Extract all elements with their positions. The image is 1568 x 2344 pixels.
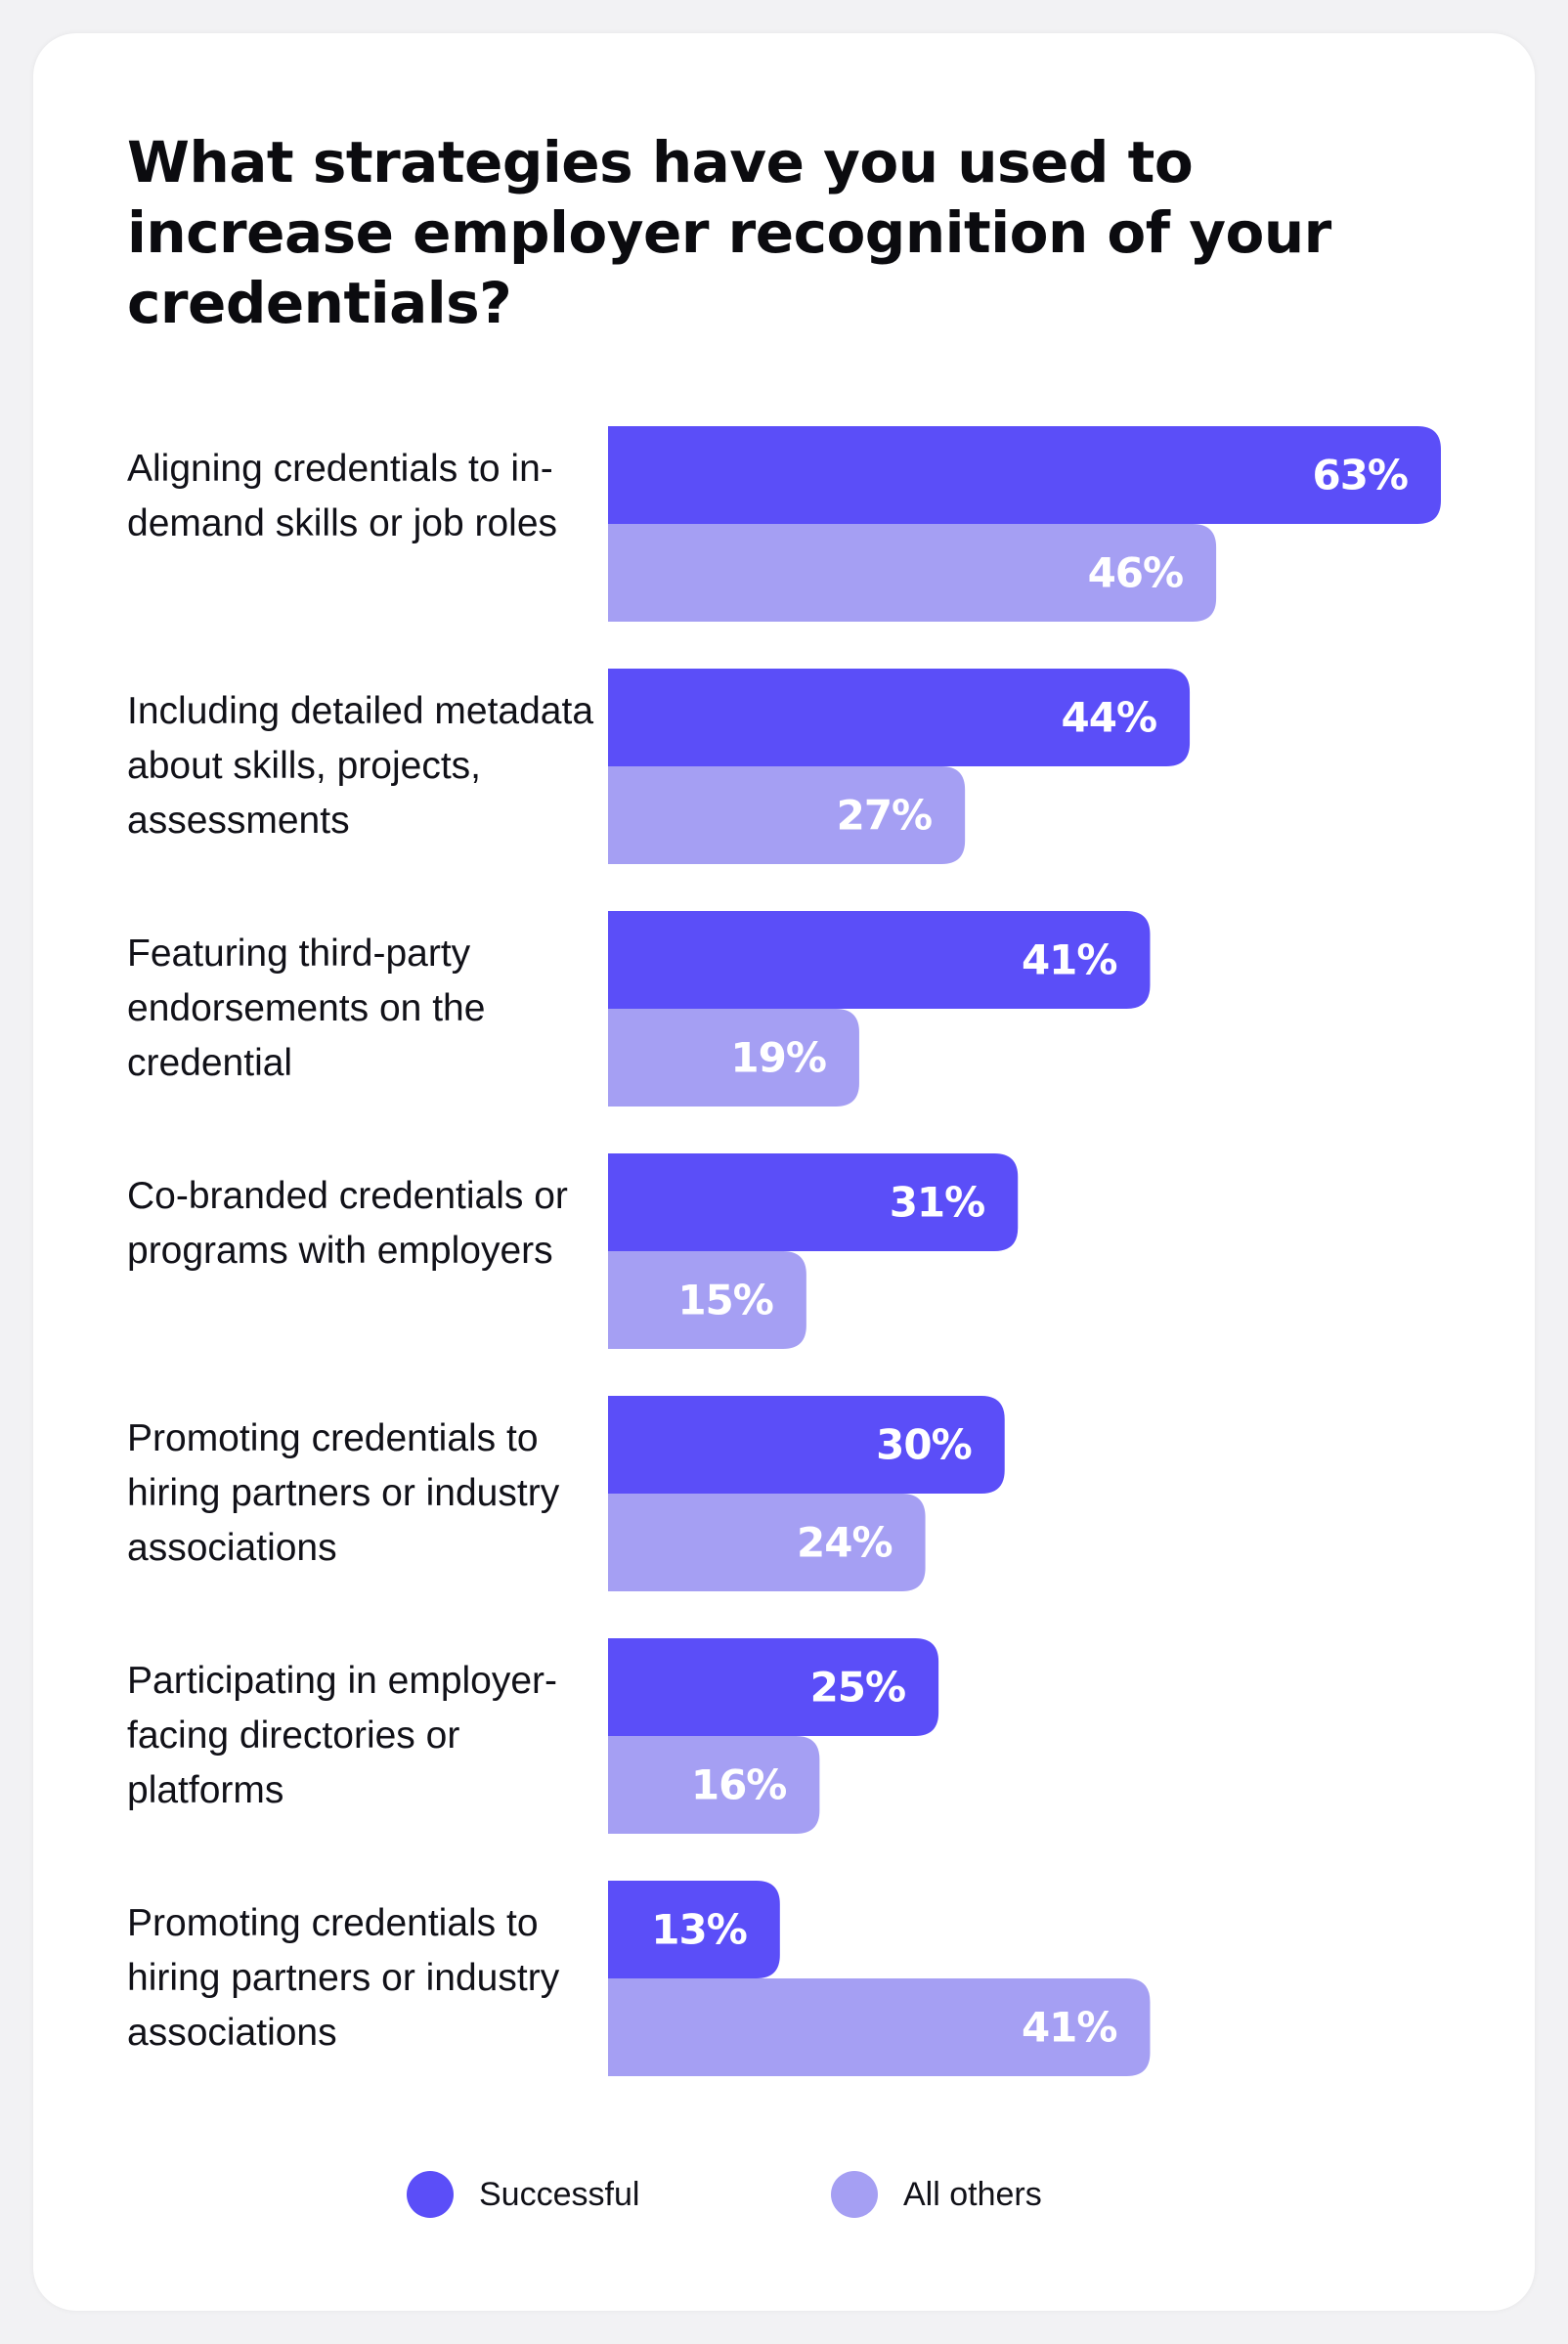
bar-successful bbox=[608, 669, 1191, 766]
bar-successful bbox=[608, 1638, 939, 1736]
category-label: Participating in employer-facing directo… bbox=[127, 1660, 558, 1811]
legend-item-successful: Successful bbox=[407, 2170, 639, 2219]
data-label-all-others: 24% bbox=[797, 1519, 893, 1567]
category-label: Including detailed metadata about skills… bbox=[127, 690, 594, 842]
legend-label-successful: Successful bbox=[479, 2175, 640, 2213]
data-label-all-others: 27% bbox=[837, 792, 933, 840]
data-label-all-others: 46% bbox=[1088, 549, 1184, 597]
bar-all-others bbox=[608, 1494, 926, 1591]
bar-successful bbox=[608, 1153, 1019, 1251]
data-label-successful: 25% bbox=[810, 1664, 906, 1712]
bar-successful bbox=[608, 911, 1151, 1009]
bar-all-others bbox=[608, 766, 966, 864]
bar-successful bbox=[608, 1881, 780, 1978]
legend-label-all-others: All others bbox=[903, 2175, 1042, 2213]
category-label: Co-branded credentials or programs with … bbox=[127, 1175, 568, 1272]
bar-all-others bbox=[608, 1009, 859, 1107]
bar-all-others bbox=[608, 524, 1217, 622]
bar-all-others bbox=[608, 1251, 806, 1349]
category-label: Aligning credentials to in-demand skills… bbox=[127, 448, 558, 544]
legend-item-all-others: All others bbox=[831, 2170, 1042, 2219]
bar-successful bbox=[608, 426, 1441, 524]
data-label-all-others: 16% bbox=[691, 1761, 787, 1809]
bar-successful bbox=[608, 1396, 1005, 1494]
data-label-all-others: 41% bbox=[1022, 2004, 1117, 2052]
data-label-successful: 63% bbox=[1312, 452, 1408, 499]
bar-all-others bbox=[608, 1736, 820, 1834]
data-label-successful: 30% bbox=[876, 1421, 972, 1469]
category-label: Promoting credentials to hiring partners… bbox=[127, 1417, 560, 1569]
data-label-successful: 31% bbox=[890, 1179, 985, 1227]
chart-title: What strategies have you used to increas… bbox=[127, 129, 1331, 336]
data-label-successful: 44% bbox=[1062, 694, 1157, 742]
legend-swatch-all-others bbox=[831, 2171, 878, 2218]
data-label-all-others: 19% bbox=[730, 1034, 826, 1082]
category-label: Featuring third-party endorsements on th… bbox=[127, 933, 486, 1084]
data-label-successful: 41% bbox=[1022, 936, 1117, 984]
legend: Successful All others bbox=[0, 2170, 1568, 2219]
category-label: Promoting credentials to hiring partners… bbox=[127, 1902, 560, 2054]
data-label-all-others: 15% bbox=[677, 1277, 773, 1324]
data-label-successful: 13% bbox=[651, 1906, 747, 1954]
bar-all-others bbox=[608, 1978, 1151, 2076]
legend-swatch-successful bbox=[407, 2171, 454, 2218]
